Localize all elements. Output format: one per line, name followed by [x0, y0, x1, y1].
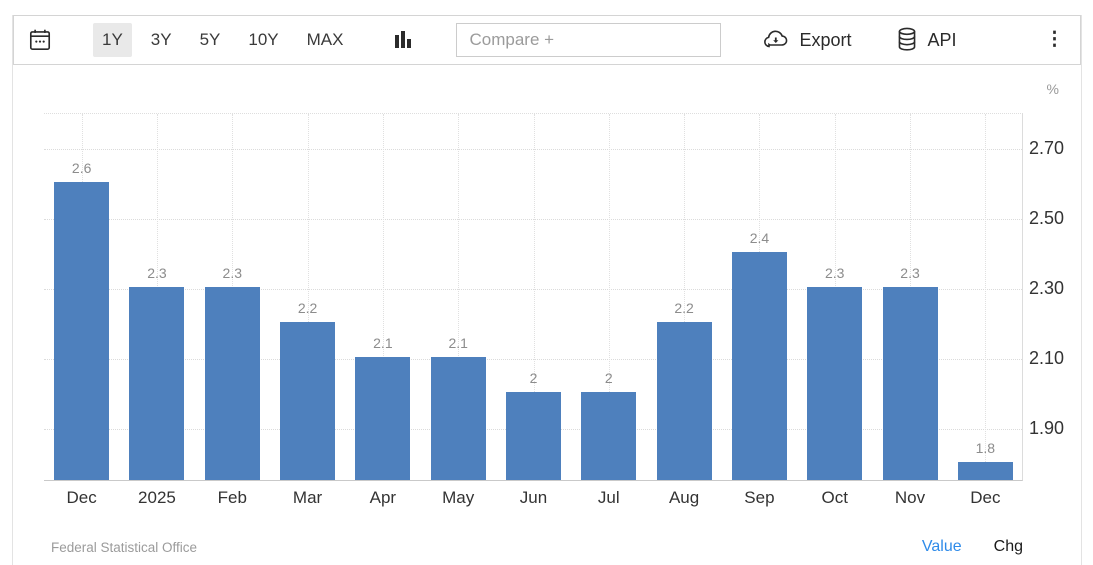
x-axis-label: 2025	[138, 488, 176, 507]
bar-value-label: 2.2	[674, 300, 694, 317]
source-attribution: Federal Statistical Office	[51, 539, 198, 555]
bar-nov[interactable]	[882, 287, 938, 480]
gridline-vertical	[458, 114, 460, 480]
toolbar: 1Y 3Y 5Y 10Y MAX Export	[13, 15, 1081, 65]
bar-dec[interactable]	[957, 462, 1013, 480]
bar-aug[interactable]	[656, 322, 712, 480]
x-axis-label: Aug	[668, 488, 700, 507]
bar-value-label: 2	[529, 370, 538, 387]
y-axis-tick-label: 1.90	[1029, 418, 1065, 439]
bar-value-label: 2.4	[749, 230, 770, 247]
bar-dec[interactable]	[54, 182, 110, 480]
export-button[interactable]: Export	[761, 27, 852, 53]
y-axis-unit: %	[1046, 81, 1059, 97]
calendar-button[interactable]	[27, 27, 53, 53]
bar-value-label: 2.1	[448, 335, 468, 352]
range-button-5y[interactable]: 5Y	[191, 23, 230, 58]
chart-type-button[interactable]	[392, 27, 414, 53]
x-axis-label: Dec	[66, 488, 97, 507]
range-button-max[interactable]: MAX	[298, 23, 353, 58]
bar-value-label: 2.3	[222, 265, 242, 282]
x-axis-label: Oct	[821, 488, 848, 507]
plot-area: 2.6 Dec 2.3 2025 2.3 Feb 2.2 Mar 2.1 Apr 2.1 May 2 Ju…	[44, 113, 1023, 507]
x-axis-label: Mar	[292, 488, 323, 507]
gridline-vertical	[608, 114, 610, 480]
bar-value-label: 2.3	[147, 265, 167, 282]
x-axis-label: Nov	[894, 488, 926, 507]
gridline-vertical	[533, 114, 535, 480]
export-label: Export	[799, 29, 852, 50]
range-button-3y[interactable]: 3Y	[142, 23, 181, 58]
bar-value-label: 2.3	[900, 265, 920, 282]
bar-jun[interactable]	[506, 392, 561, 480]
bar-may[interactable]	[430, 357, 486, 480]
x-axis-label: Dec	[970, 488, 1001, 507]
y-axis-tick-label: 2.70	[1029, 138, 1065, 159]
kebab-menu-icon[interactable]: ⋮	[1045, 29, 1064, 51]
bar-apr[interactable]	[355, 357, 411, 480]
x-axis-label: May	[442, 488, 475, 507]
gridline-horizontal	[44, 289, 1022, 291]
bar-2025[interactable]	[129, 287, 185, 480]
calendar-icon	[27, 27, 53, 53]
gridline-horizontal	[44, 149, 1022, 151]
bar-value-label: 2.3	[824, 265, 845, 282]
bar-value-label: 2.6	[71, 160, 92, 177]
chg-toggle[interactable]: Chg	[993, 538, 1023, 555]
footer: Federal Statistical Office Value Chg	[13, 530, 1081, 564]
database-icon	[894, 26, 920, 54]
value-toggle[interactable]: Value	[921, 538, 962, 555]
chart-widget: 1Y 3Y 5Y 10Y MAX Export	[12, 15, 1082, 565]
bar-value-label: 1.8	[975, 440, 996, 457]
y-axis-tick-label: 2.50	[1029, 208, 1065, 229]
api-label: API	[927, 29, 957, 50]
x-axis-label: Feb	[217, 488, 247, 507]
bar-oct[interactable]	[807, 287, 863, 480]
bar-feb[interactable]	[204, 287, 260, 480]
bar-value-label: 2	[604, 370, 613, 387]
bar-mar[interactable]	[280, 322, 336, 480]
gridline-vertical	[985, 114, 987, 480]
bar-jul[interactable]	[581, 392, 637, 480]
gridline-vertical	[307, 114, 309, 480]
gridline-horizontal	[44, 219, 1022, 221]
x-axis-label: Jul	[597, 488, 620, 507]
range-button-1y[interactable]: 1Y	[93, 22, 132, 58]
x-axis-label: Jun	[519, 488, 548, 507]
range-button-10y[interactable]: 10Y	[239, 23, 287, 58]
compare-input[interactable]	[456, 23, 722, 57]
gridline-vertical	[382, 114, 384, 480]
x-axis-label: Sep	[744, 488, 775, 507]
gridline-horizontal	[44, 359, 1022, 361]
range-selector: 1Y 3Y 5Y 10Y MAX	[93, 22, 353, 58]
bar-sep[interactable]	[731, 252, 787, 480]
chart-area: % 2.6 Dec 2.3 2025 2.3 Feb 2.2 Mar 2.1 Apr 2.1 May 2…	[13, 65, 1081, 530]
x-axis-label: Apr	[369, 488, 397, 507]
cloud-download-icon	[761, 27, 791, 53]
y-axis-tick-label: 2.10	[1029, 348, 1065, 369]
y-axis-tick-label: 2.30	[1029, 278, 1065, 299]
bar-value-label: 2.2	[297, 300, 318, 317]
api-button[interactable]: API	[894, 26, 957, 54]
bar-value-label: 2.1	[373, 335, 393, 352]
bar-chart-type-icon	[392, 27, 414, 53]
gridline-vertical	[684, 114, 686, 480]
